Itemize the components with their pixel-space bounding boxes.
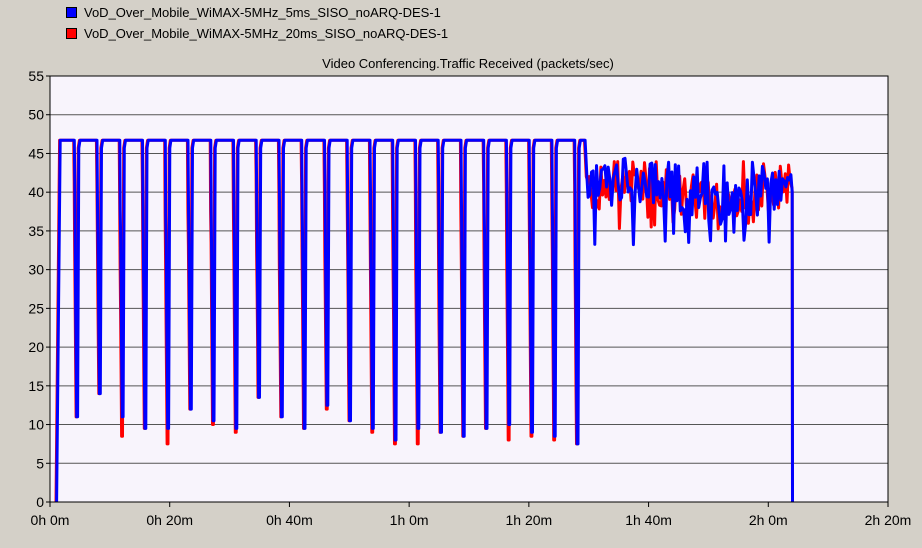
x-tick-label: 1h 20m: [506, 512, 553, 528]
legend-label-20ms: VoD_Over_Mobile_WiMAX-5MHz_20ms_SISO_noA…: [84, 26, 449, 41]
y-tick-label: 10: [28, 417, 44, 433]
y-tick-label: 55: [28, 68, 44, 84]
series-line-5ms: [55, 138, 794, 503]
y-tick-label: 40: [28, 184, 44, 200]
x-tick-label: 0h 0m: [31, 512, 70, 528]
legend-swatch-blue: [66, 7, 77, 18]
x-tick-label: 0h 40m: [266, 512, 313, 528]
y-tick-label: 50: [28, 107, 44, 123]
y-tick-label: 25: [28, 300, 44, 316]
y-tick-label: 0: [36, 494, 44, 510]
y-tick-label: 5: [36, 455, 44, 471]
x-tick-label: 1h 0m: [390, 512, 429, 528]
x-tick-label: 2h 0m: [749, 512, 788, 528]
x-tick-label: 0h 20m: [146, 512, 193, 528]
legend-swatch-red: [66, 28, 77, 39]
legend-item-20ms: VoD_Over_Mobile_WiMAX-5MHz_20ms_SISO_noA…: [66, 26, 448, 41]
legend-label-5ms: VoD_Over_Mobile_WiMAX-5MHz_5ms_SISO_noAR…: [84, 5, 441, 20]
y-tick-label: 45: [28, 145, 44, 161]
x-tick-label: 2h 20m: [865, 512, 912, 528]
plot-frame: [49, 75, 889, 503]
x-tick-label: 1h 40m: [625, 512, 672, 528]
y-tick-label: 30: [28, 262, 44, 278]
legend-item-5ms: VoD_Over_Mobile_WiMAX-5MHz_5ms_SISO_noAR…: [66, 5, 441, 20]
y-tick-label: 20: [28, 339, 44, 355]
chart-title: Video Conferencing.Traffic Received (pac…: [322, 56, 614, 71]
y-tick-label: 35: [28, 223, 44, 239]
y-tick-label: 15: [28, 378, 44, 394]
